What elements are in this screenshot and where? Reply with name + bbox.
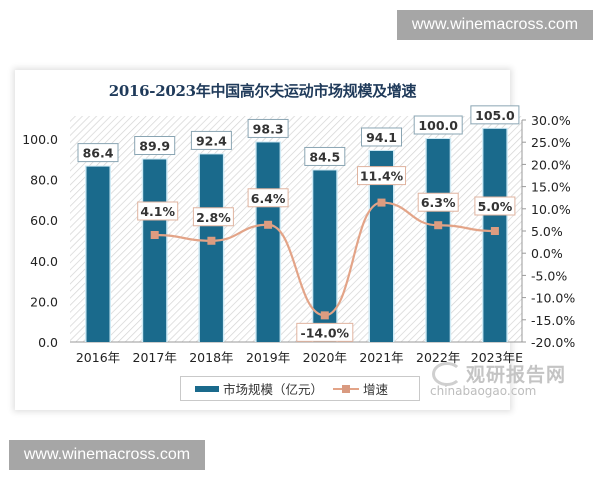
- left-axis-tick-label: 80.0: [30, 173, 58, 188]
- bar-value-label: 84.5: [309, 149, 340, 164]
- left-axis-tick-label: 100.0: [22, 132, 58, 147]
- growth-value-label: 2.8%: [196, 210, 231, 225]
- bar-value-label-box: [361, 127, 402, 147]
- growth-value-label-box: [357, 166, 406, 186]
- bar-value-label: 98.3: [253, 121, 284, 136]
- x-axis-tick-label: 2020年: [303, 350, 347, 365]
- chart-title: 2016-2023年中国高尔夫运动市场规模及增速: [108, 82, 417, 100]
- right-axis-tick-label: 15.0%: [531, 180, 571, 195]
- bar: [256, 142, 280, 342]
- legend-label-market-size: 市场规模（亿元）: [223, 382, 324, 397]
- bar: [143, 159, 167, 342]
- right-axis-tick-label: 30.0%: [531, 113, 571, 128]
- right-axis-tick-label: -15.0%: [531, 313, 575, 328]
- growth-value-label: 6.3%: [421, 195, 456, 210]
- growth-marker: [264, 220, 273, 229]
- bar: [483, 128, 507, 342]
- bar-value-label: 105.0: [475, 108, 515, 123]
- bar-value-label-box: [247, 118, 289, 138]
- bar-value-label: 86.4: [83, 146, 114, 161]
- bar: [313, 170, 337, 342]
- left-axis-tick-label: 40.0: [30, 254, 58, 269]
- bar-value-label-box: [304, 146, 346, 166]
- growth-value-label-box: [474, 196, 516, 216]
- line-marker-swatch-icon: [333, 384, 360, 394]
- x-axis-tick-label: 2018年: [189, 350, 233, 365]
- watermark-top: www.winemacross.com: [397, 10, 593, 40]
- bar-value-label-box: [77, 143, 119, 163]
- legend-label-growth: 增速: [363, 382, 389, 397]
- bar-value-label-box: [470, 105, 520, 125]
- left-axis-tick-label: 0.0: [38, 335, 58, 350]
- bar-value-label-box: [413, 115, 463, 135]
- right-axis-tick-label: 10.0%: [531, 202, 571, 217]
- x-axis-tick-label: 2016年: [76, 350, 120, 365]
- growth-value-label-box: [192, 207, 234, 227]
- growth-value-label-box: [417, 192, 459, 212]
- right-axis-tick-label: 25.0%: [531, 135, 571, 150]
- legend-item-growth: 增速: [333, 379, 388, 398]
- right-axis-tick-label: 5.0%: [531, 224, 563, 239]
- legend-item-market-size: 市场规模（亿元）: [195, 379, 323, 398]
- bar-value-label-box: [134, 136, 176, 156]
- chinabaogao-logo: 观研报告网 chinabaogao.com: [430, 360, 580, 404]
- left-axis-tick-label: 60.0: [30, 213, 58, 228]
- growth-marker: [320, 311, 329, 320]
- logo-en-text: chinabaogao.com: [430, 384, 537, 398]
- chart-legend: 市场规模（亿元） 增速: [180, 376, 420, 401]
- right-axis-tick-label: -5.0%: [531, 268, 567, 283]
- bar-value-label-box: [190, 130, 232, 150]
- right-axis-tick-label: 20.0%: [531, 157, 571, 172]
- x-axis-tick-label: 2021年: [359, 350, 403, 365]
- growth-value-label: 4.1%: [140, 204, 175, 219]
- bar-value-label: 89.9: [139, 139, 170, 154]
- growth-value-label-box: [296, 322, 354, 342]
- logo-cn-text: 观研报告网: [466, 364, 567, 386]
- bar-value-label: 92.4: [196, 133, 227, 148]
- x-axis-tick-label: 2019年: [246, 350, 290, 365]
- bar: [426, 139, 450, 342]
- growth-marker: [377, 198, 386, 207]
- growth-marker: [434, 221, 443, 230]
- bar-value-label: 94.1: [366, 130, 397, 145]
- growth-marker: [150, 230, 159, 239]
- x-axis-tick-label: 2017年: [133, 350, 177, 365]
- right-axis-tick-label: 0.0%: [531, 246, 563, 261]
- bar-value-label: 100.0: [418, 118, 458, 133]
- right-axis-tick-label: -20.0%: [531, 335, 575, 350]
- growth-value-label-box: [247, 188, 289, 208]
- growth-value-label: 5.0%: [478, 199, 513, 214]
- growth-marker: [207, 236, 216, 245]
- right-axis-tick-label: -10.0%: [531, 291, 575, 306]
- growth-value-label: 11.4%: [360, 169, 404, 184]
- left-axis-tick-label: 20.0: [30, 294, 58, 309]
- growth-value-label: -14.0%: [301, 325, 350, 340]
- x-axis-tick-label: 2022年: [416, 350, 460, 365]
- growth-value-label-box: [137, 201, 179, 221]
- bar: [199, 154, 223, 342]
- growth-value-label: 6.4%: [251, 191, 286, 206]
- logo-swirl-icon: [432, 362, 462, 386]
- x-axis-tick-label: 2023年E: [471, 350, 523, 365]
- bar: [370, 150, 393, 342]
- bar: [86, 166, 110, 342]
- growth-marker: [490, 227, 499, 235]
- watermark-bottom: www.winemacross.com: [9, 440, 205, 470]
- bar-swatch-icon: [195, 385, 219, 392]
